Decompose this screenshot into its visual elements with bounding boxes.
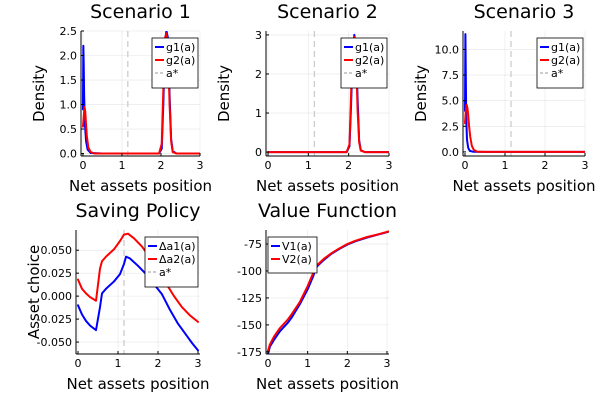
y-tick-label: 2.5 [442, 120, 460, 133]
x-tick-label: 3 [195, 357, 202, 370]
subplot-p2: 0 1 2 3 0 1 2 3 Scenario 2 Net assets position Den… [215, 1, 399, 195]
legend-label: a* [166, 67, 179, 80]
legend-label: a* [551, 67, 564, 80]
x-axis-label: Net assets position [256, 177, 399, 195]
y-tick-label: 0.000 [41, 290, 73, 303]
x-tick-label: 3 [384, 357, 391, 370]
legend-label: Δa2(a) [159, 253, 196, 266]
chart-title: Value Function [258, 200, 397, 222]
legend: g1(a)g2(a)a* [536, 37, 584, 89]
x-tick-label: 0 [462, 159, 469, 172]
chart-title: Scenario 1 [90, 1, 191, 23]
y-axis-label: Density [215, 65, 233, 122]
subplot-p4: 0 1 2 3 -0.050 -0.025 0.000 0.025 0.050 Saving Po… [25, 200, 210, 393]
legend: V1(a)V2(a) [267, 236, 318, 274]
legend-box [267, 236, 318, 274]
x-tick-label: 3 [582, 159, 589, 172]
legend-label: V1(a) [282, 240, 312, 253]
legend-label: g1(a) [355, 41, 384, 54]
y-tick-label: 10.0 [435, 43, 460, 56]
x-tick-label: 0 [79, 159, 86, 172]
legend-label: g1(a) [166, 41, 195, 54]
legend-label: a* [355, 67, 368, 80]
y-axis-label: Density [412, 65, 430, 122]
x-tick-label: 3 [386, 159, 393, 172]
legend: Δa1(a)Δa2(a)a* [144, 236, 199, 288]
legend-label: g2(a) [355, 54, 384, 67]
y-tick-label: 0 [255, 146, 262, 159]
y-tick-label: 0.5 [60, 123, 78, 136]
x-tick-label: 2 [345, 159, 352, 172]
y-axis-label: Asset choice [25, 245, 43, 339]
legend-label: Δa1(a) [159, 240, 196, 253]
series-line-2 [77, 232, 199, 323]
x-tick-label: 1 [304, 357, 311, 370]
x-tick-label: 0 [265, 159, 272, 172]
legend-label: g2(a) [166, 54, 195, 67]
y-tick-label: 7.5 [442, 69, 460, 82]
x-axis-label: Net assets position [452, 177, 595, 195]
subplot-p1: 0 1 2 3 0.0 0.5 1.0 1.5 2.0 2.5 Scenario 1 Net asse… [30, 1, 212, 195]
x-tick-label: 1 [118, 159, 125, 172]
x-tick-label: 1 [115, 357, 122, 370]
y-tick-label: 0.050 [41, 244, 73, 257]
chart-title: Scenario 2 [277, 1, 378, 23]
x-tick-label: 2 [344, 357, 351, 370]
legend-label: V2(a) [282, 253, 312, 266]
y-tick-label: 0.025 [41, 267, 73, 280]
plot-area [77, 230, 199, 354]
y-tick-label: 0.0 [442, 146, 460, 159]
x-tick-label: 1 [502, 159, 509, 172]
x-axis-label: Net assets position [69, 177, 212, 195]
y-axis-label: Density [30, 65, 48, 122]
x-tick-label: 0 [264, 357, 271, 370]
series-line-1 [77, 255, 199, 352]
y-tick-label: -175 [237, 346, 262, 359]
y-tick-label: -0.050 [37, 336, 72, 349]
x-axis-label: Net assets position [66, 375, 209, 393]
legend-label: g2(a) [551, 54, 580, 67]
series-line-2 [464, 103, 585, 153]
y-tick-label: -0.025 [37, 313, 72, 326]
x-tick-label: 2 [542, 159, 549, 172]
y-tick-label: 2.5 [60, 25, 78, 38]
y-tick-label: 2 [255, 68, 262, 81]
y-tick-label: 0.0 [60, 148, 78, 161]
plot-area [464, 31, 585, 156]
y-tick-label: 1 [255, 107, 262, 120]
subplot-p3: 0 1 2 3 0.0 2.5 5.0 7.5 10.0 Scenario 3 Net assets… [412, 1, 596, 195]
x-tick-label: 3 [197, 159, 204, 172]
legend-label: a* [159, 266, 172, 279]
x-tick-label: 2 [157, 159, 164, 172]
y-tick-label: -125 [237, 292, 262, 305]
y-tick-label: -150 [237, 319, 262, 332]
x-tick-label: 0 [75, 357, 82, 370]
x-tick-label: 2 [155, 357, 162, 370]
x-axis-label: Net assets position [256, 375, 399, 393]
y-tick-label: -100 [237, 265, 262, 278]
y-tick-label: 3 [255, 29, 262, 42]
y-tick-label: 1.5 [60, 74, 78, 87]
x-tick-label: 1 [305, 159, 312, 172]
legend: g1(a)g2(a)a* [340, 37, 388, 89]
y-tick-label: -75 [244, 238, 262, 251]
y-tick-label: 2.0 [60, 50, 78, 63]
chart-title: Saving Policy [75, 200, 200, 222]
legend-label: g1(a) [551, 41, 580, 54]
y-tick-label: 5.0 [442, 95, 460, 108]
series-line-2 [81, 32, 200, 155]
legend: g1(a)g2(a)a* [151, 37, 199, 89]
chart-title: Scenario 3 [474, 1, 575, 23]
y-tick-label: 1.0 [60, 99, 78, 112]
plot-area [81, 31, 200, 156]
subplot-p5: 0 1 2 3 -175 -150 -125 -100 -75 Value Function Net… [237, 200, 399, 393]
